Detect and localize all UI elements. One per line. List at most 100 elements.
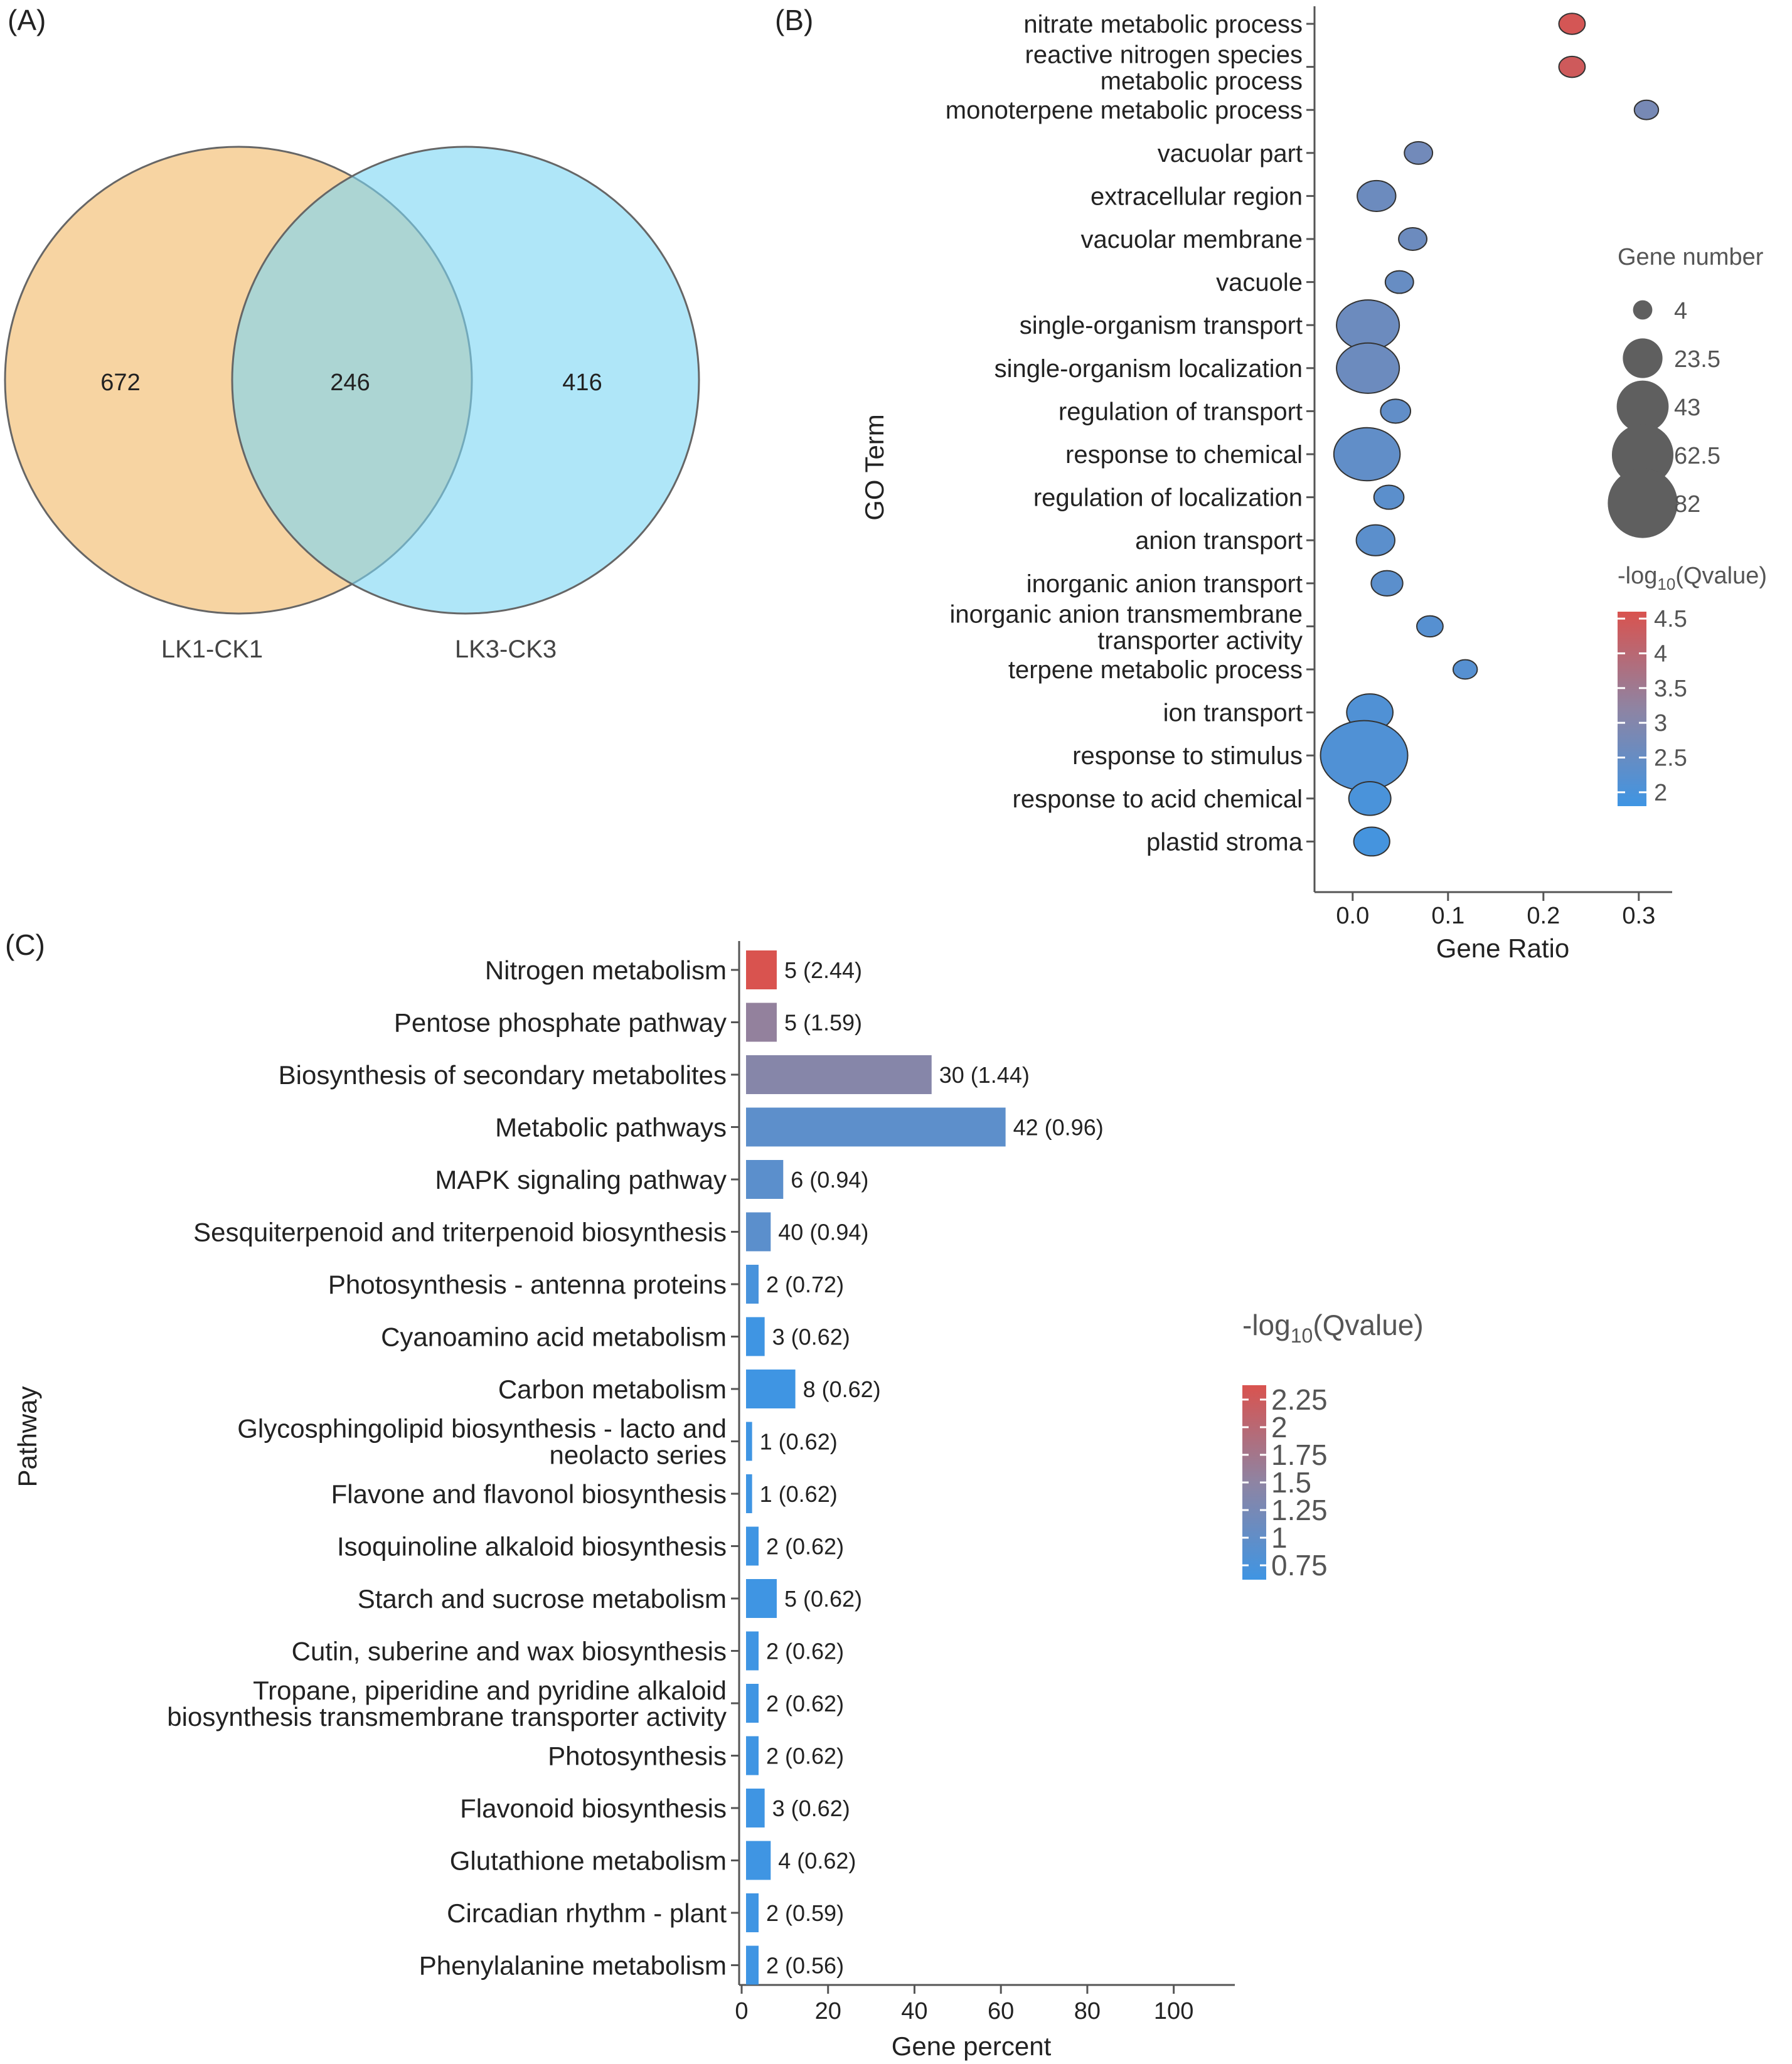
kegg-bar: [746, 1317, 765, 1356]
kegg-bars: 5 (2.44) 5 (1.59) 30 (1.44) 42 (0.96) 6 (0.9…: [746, 950, 1104, 1985]
kegg-bar: [746, 1789, 765, 1827]
kegg-bar-label: 6 (0.94): [791, 1167, 868, 1193]
kegg-bar-label: 3 (0.62): [772, 1795, 850, 1821]
go-term-label: response to acid chemical: [1013, 785, 1303, 813]
go-term-label: terpene metabolic process: [1008, 656, 1303, 684]
kegg-bar: [746, 1160, 784, 1199]
kegg-pathway-label: Flavone and flavonol biosynthesis: [331, 1479, 727, 1509]
kegg-y-axis-title: Pathway: [13, 1386, 42, 1487]
go-color-ticks: 4.5 4 3.5 3 2.5 2: [1618, 606, 1687, 806]
go-color-tick-label: 3.5: [1654, 676, 1687, 702]
go-size-legend-label: 82: [1674, 491, 1700, 518]
kegg-bar: [746, 1055, 932, 1094]
kegg-pathway-label: Glycosphingolipid biosynthesis - lacto a…: [237, 1414, 727, 1470]
kegg-bar-label: 40 (0.94): [778, 1220, 868, 1245]
kegg-x-tick-label: 0: [735, 1998, 748, 2024]
kegg-bar-label: 8 (0.62): [803, 1376, 881, 1402]
go-point: [1373, 484, 1405, 510]
go-color-tick-label: 2: [1654, 780, 1667, 806]
venn-count-left: 672: [100, 370, 140, 396]
kegg-x-tick-label: 80: [1074, 1998, 1101, 2024]
venn-set-label-left: LK1-CK1: [161, 636, 263, 663]
kegg-bar: [746, 1945, 759, 1985]
go-y-axis-title: GO Term: [860, 414, 889, 521]
kegg-color-tick-label: 1: [1271, 1521, 1288, 1554]
go-size-legend-label: 43: [1674, 395, 1700, 421]
kegg-bar: [746, 1579, 777, 1618]
go-term-label: anion transport: [1135, 527, 1303, 555]
go-term-label: plastid stroma: [1146, 828, 1303, 856]
go-point: [1320, 720, 1409, 791]
go-point: [1633, 99, 1660, 120]
kegg-bar-label: 2 (0.62): [766, 1691, 844, 1716]
kegg-pathway-label: Glutathione metabolism: [450, 1846, 727, 1876]
go-point: [1336, 342, 1400, 394]
kegg-bar-label: 2 (0.56): [766, 1953, 844, 1979]
panel-label-c: (C): [5, 928, 45, 961]
kegg-pathway-label: Isoquinoline alkaloid biosynthesis: [337, 1532, 727, 1561]
kegg-x-ticks: 0 20 40 60 80 100: [735, 1985, 1193, 2024]
go-x-tick-label: 0.0: [1336, 903, 1369, 929]
kegg-pathway-label: Cyanoamino acid metabolism: [381, 1322, 727, 1352]
go-size-legend-label: 23.5: [1674, 346, 1720, 373]
kegg-bar: [746, 1526, 759, 1566]
kegg-pathway-label: Sesquiterpenoid and triterpenoid biosynt…: [193, 1218, 727, 1247]
go-term-label: inorganic anion transmembrane transporter…: [949, 600, 1303, 654]
go-term-label: inorganic anion transport: [1027, 570, 1303, 598]
kegg-x-tick-label: 40: [901, 1998, 927, 2024]
kegg-pathway-label: MAPK signaling pathway: [435, 1165, 727, 1194]
go-point: [1370, 570, 1404, 597]
kegg-pathway-label: Photosynthesis - antenna proteins: [328, 1270, 727, 1299]
kegg-bar-chart: Nitrogen metabolism Pentose phosphate pat…: [13, 941, 1424, 2061]
kegg-pathway-label: Nitrogen metabolism: [485, 955, 727, 985]
kegg-bar-label: 4 (0.62): [778, 1848, 856, 1874]
kegg-pathway-labels: Nitrogen metabolism Pentose phosphate pat…: [167, 955, 727, 1981]
kegg-color-tick-label: 1.5: [1271, 1466, 1311, 1499]
go-term-label: regulation of localization: [1033, 484, 1303, 512]
kegg-pathway-label: Phenylalanine metabolism: [419, 1951, 727, 1981]
kegg-bar: [746, 1003, 777, 1042]
go-term-label: ion transport: [1163, 700, 1303, 727]
go-size-legend-circle: [1616, 380, 1669, 433]
kegg-pathway-label: Circadian rhythm - plant: [447, 1898, 727, 1928]
go-point: [1384, 270, 1414, 294]
kegg-x-tick-label: 60: [988, 1998, 1014, 2024]
go-term-label: response to stimulus: [1072, 742, 1303, 770]
go-x-tick-label: 0.3: [1622, 903, 1655, 929]
kegg-bar-label: 5 (0.62): [784, 1586, 862, 1612]
go-size-legend-circle: [1623, 338, 1663, 378]
go-term-label: vacuole: [1216, 269, 1303, 297]
kegg-bar-label: 2 (0.62): [766, 1639, 844, 1664]
kegg-bar: [746, 1265, 759, 1304]
kegg-color-tick-label: 2.25: [1271, 1383, 1328, 1416]
go-x-tick-label: 0.1: [1431, 903, 1464, 929]
kegg-bar-label: 2 (0.59): [766, 1900, 844, 1926]
go-color-legend-title: -log10(Qvalue): [1618, 563, 1767, 593]
go-point: [1355, 524, 1395, 556]
go-term-label: extracellular region: [1091, 183, 1303, 210]
kegg-x-axis-title: Gene percent: [892, 2031, 1052, 2061]
kegg-pathway-label: Carbon metabolism: [498, 1375, 727, 1404]
kegg-bar: [746, 1474, 752, 1513]
go-size-legend-circle: [1633, 300, 1653, 320]
venn-set-label-right: LK3-CK3: [455, 636, 557, 663]
kegg-color-tick-label: 1.25: [1271, 1494, 1328, 1526]
kegg-pathway-label: Starch and sucrose metabolism: [358, 1584, 727, 1614]
kegg-bar-label: 1 (0.62): [760, 1429, 838, 1455]
kegg-pathway-label: Flavonoid biosynthesis: [460, 1794, 727, 1823]
kegg-pathway-label: Metabolic pathways: [495, 1113, 727, 1142]
panel-label-b: (B): [775, 4, 813, 36]
go-term-label: single-organism transport: [1020, 312, 1303, 339]
kegg-bar-label: 30 (1.44): [939, 1062, 1030, 1088]
go-size-legend-title: Gene number: [1618, 244, 1764, 270]
kegg-bar-label: 2 (0.62): [766, 1534, 844, 1560]
kegg-bar: [746, 950, 777, 989]
kegg-bar-label: 5 (1.59): [784, 1010, 862, 1036]
go-color-tick-label: 4.5: [1654, 606, 1687, 632]
venn-circle-right: [231, 146, 700, 615]
kegg-bar: [746, 1684, 759, 1723]
go-size-legend-circle: [1611, 423, 1674, 486]
